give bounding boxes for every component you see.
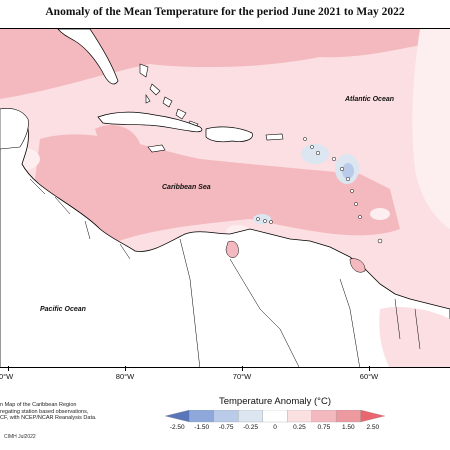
orinoco-region (349, 258, 366, 273)
note-line: CF, with NCEP/NCAR Reanalysis Data. (0, 415, 97, 422)
legend-color-box (164, 410, 190, 423)
color-legend (164, 410, 386, 423)
map-title: Anomaly of the Mean Temperature for the … (45, 6, 405, 18)
pacific-ocean-label: Pacific Ocean (40, 306, 86, 313)
legend-tick-label: 0.75 (317, 424, 331, 431)
map-notes: n Map of the Caribbean Region regating s… (0, 402, 97, 422)
legend-tick-label: 1.50 (342, 424, 355, 431)
florida-landmass (57, 29, 119, 85)
legend-tick-label: 0 (273, 424, 277, 431)
credit-text: CIMH Jul2022 (4, 434, 36, 440)
country-borders (29, 178, 421, 367)
central-america-landmass (0, 108, 450, 367)
abc-islands (256, 217, 273, 224)
warm-anomaly-north (0, 29, 450, 99)
cool-anomaly-curacao (253, 214, 271, 224)
legend-color-box (238, 410, 263, 423)
lake-maracaibo (225, 240, 239, 258)
yucatan-peninsula (0, 108, 29, 150)
legend-tick-label: 0.25 (293, 424, 306, 431)
legend-color-box (360, 410, 386, 423)
legend-color-box (213, 410, 239, 423)
jamaica-island (147, 144, 166, 153)
legend-tick-label: -1.50 (194, 424, 210, 431)
atlantic-ocean-label: Atlantic Ocean (344, 96, 394, 103)
hispaniola-island (205, 126, 253, 143)
legend-color-box (335, 410, 361, 423)
longitude-tick-70w: 70°W (232, 372, 252, 381)
legend-tick-label: -0.25 (243, 424, 258, 431)
cool-anomaly-guadeloupe (301, 144, 329, 164)
neutral-east-atlantic (412, 29, 450, 229)
tick-mark (242, 366, 243, 371)
tick-mark (125, 366, 126, 371)
puerto-rico-island (265, 133, 284, 141)
legend-title: Temperature Anomaly (°C) (218, 396, 332, 407)
longitude-tick-60w: 60°W (359, 372, 379, 381)
legend-tick-label: -0.75 (218, 424, 234, 431)
legend-tick-label: -2.50 (169, 424, 185, 431)
land-warm-north-sa (379, 307, 450, 367)
tick-mark (8, 366, 9, 371)
warm-anomaly-caribbean (30, 134, 400, 248)
legend-color-box (311, 410, 337, 423)
longitude-tick-80w: 80°W (115, 372, 135, 381)
note-line: regating station based observations, (0, 408, 89, 415)
lesser-antilles (303, 137, 383, 244)
legend-tick-label: 2.50 (366, 424, 380, 431)
longitude-tick-90w: 90°W (0, 372, 14, 381)
warm-anomaly-west (95, 124, 140, 154)
note-line: n Map of the Caribbean Region (0, 402, 77, 408)
legend-color-box (189, 410, 215, 423)
legend-color-box (287, 410, 312, 423)
legend-color-box (262, 410, 288, 423)
cuba-island (97, 111, 203, 133)
caribbean-sea-label: Caribbean Sea (162, 184, 211, 191)
tick-mark (369, 366, 370, 371)
anomaly-map: Atlantic Ocean Caribbean Sea Pacific Oce… (0, 28, 450, 368)
